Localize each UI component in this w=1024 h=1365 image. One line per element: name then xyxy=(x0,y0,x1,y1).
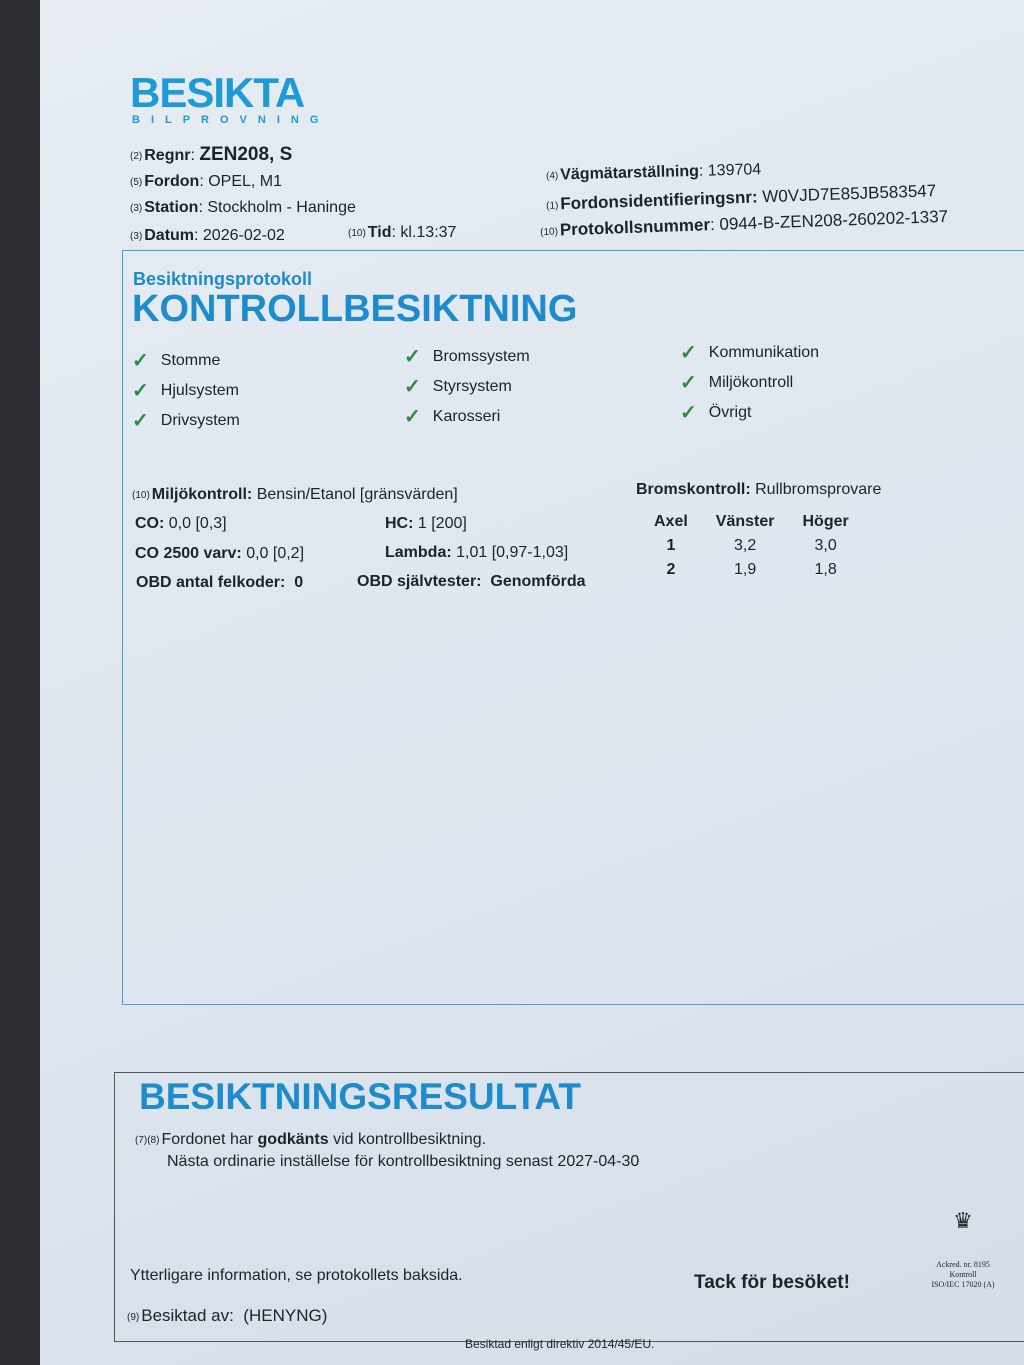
bromskontroll: Bromskontroll: Rullbromsprovare xyxy=(636,481,882,498)
result-line-2: Nästa ordinarie inställelse för kontroll… xyxy=(167,1153,640,1170)
check-item: ✓ Karosseri xyxy=(404,402,530,432)
check-item: ✓ Styrsystem xyxy=(404,372,530,402)
checkmark-icon: ✓ xyxy=(680,342,697,364)
obd-sjalvtester: OBD självtester: Genomförda xyxy=(357,573,586,590)
check-column-1: ✓ Stomme ✓ Hjulsystem ✓ Drivsystem xyxy=(132,346,240,436)
thanks-text: Tack för besöket! xyxy=(694,1272,850,1293)
crown-icon: ♛ xyxy=(953,1208,973,1233)
check-column-2: ✓ Bromssystem ✓ Styrsystem ✓ Karosseri xyxy=(404,342,530,432)
protocol-title: KONTROLLBESIKTNING xyxy=(132,288,578,330)
fordon: (5) Fordon: OPEL, M1 xyxy=(130,173,283,190)
co2500: CO 2500 varv: 0,0 [0,2] xyxy=(135,545,305,562)
checkmark-icon: ✓ xyxy=(132,350,149,372)
checkmark-icon: ✓ xyxy=(404,346,421,368)
hc: HC: 1 [200] xyxy=(385,515,467,532)
checkmark-icon: ✓ xyxy=(404,376,421,398)
check-item: ✓ Kommunikation xyxy=(680,338,819,368)
inspected-by: (9) Besiktad av: (HENYNG) xyxy=(127,1306,328,1325)
besikta-logo: BESIKTA BILPROVNING xyxy=(130,69,330,127)
tid: (10) Tid: kl.13:37 xyxy=(348,224,457,241)
table-row: 1 3,2 3,0 xyxy=(666,537,837,554)
result-line-1: (7)(8) Fordonet har godkänts vid kontroll… xyxy=(135,1131,487,1148)
info-text: Ytterligare information, se protokollets… xyxy=(130,1267,463,1284)
result-title: BESIKTNINGSRESULTAT xyxy=(139,1076,581,1117)
logo-sub: BILPROVNING xyxy=(132,114,330,126)
co: CO: 0,0 [0,3] xyxy=(135,515,227,532)
check-item: ✓ Bromssystem xyxy=(404,342,530,372)
check-item: ✓ Miljökontroll xyxy=(680,368,819,398)
footer-text: Besiktad enligt direktiv 2014/45/EU. xyxy=(465,1337,655,1351)
swedac-seal: ♛ Ackred. nr. 8195 Kontroll ISO/IEC 17020 … xyxy=(918,1182,1008,1290)
obd-felkoder: OBD antal felkoder: 0 xyxy=(136,574,304,591)
regnr: (2) Regnr: ZEN208, S xyxy=(130,144,293,165)
check-column-3: ✓ Kommunikation ✓ Miljökontroll ✓ Övrigt xyxy=(680,338,819,428)
lambda: Lambda: 1,01 [0,97-1,03] xyxy=(385,544,569,561)
checkmark-icon: ✓ xyxy=(132,380,149,402)
datum: (3) Datum: 2026-02-02 xyxy=(130,227,285,244)
station: (3) Station: Stockholm - Haninge xyxy=(130,199,356,216)
logo-name: BESIKTA xyxy=(130,69,305,116)
checkmark-icon: ✓ xyxy=(680,402,697,424)
checkmark-icon: ✓ xyxy=(132,410,149,432)
table-row: 2 1,9 1,8 xyxy=(666,561,837,578)
protocol-subtitle: Besiktningsprotokoll xyxy=(133,269,313,289)
check-item: ✓ Hjulsystem xyxy=(132,376,240,406)
checkmark-icon: ✓ xyxy=(404,406,421,428)
check-item: ✓ Övrigt xyxy=(680,398,819,428)
check-item: ✓ Drivsystem xyxy=(132,406,240,436)
miljokontroll: (10) Miljökontroll: Bensin/Etanol [gränsv… xyxy=(132,486,458,503)
protocol-box xyxy=(122,250,1024,1005)
checkmark-icon: ✓ xyxy=(680,372,697,394)
brake-table: Axel Vänster Höger 1 3,2 3,0 2 1,9 1,8 xyxy=(640,510,863,582)
result-box xyxy=(114,1072,1024,1342)
check-item: ✓ Stomme xyxy=(132,346,240,376)
table-header: Axel Vänster Höger xyxy=(654,513,849,530)
document-page xyxy=(40,0,1024,1365)
